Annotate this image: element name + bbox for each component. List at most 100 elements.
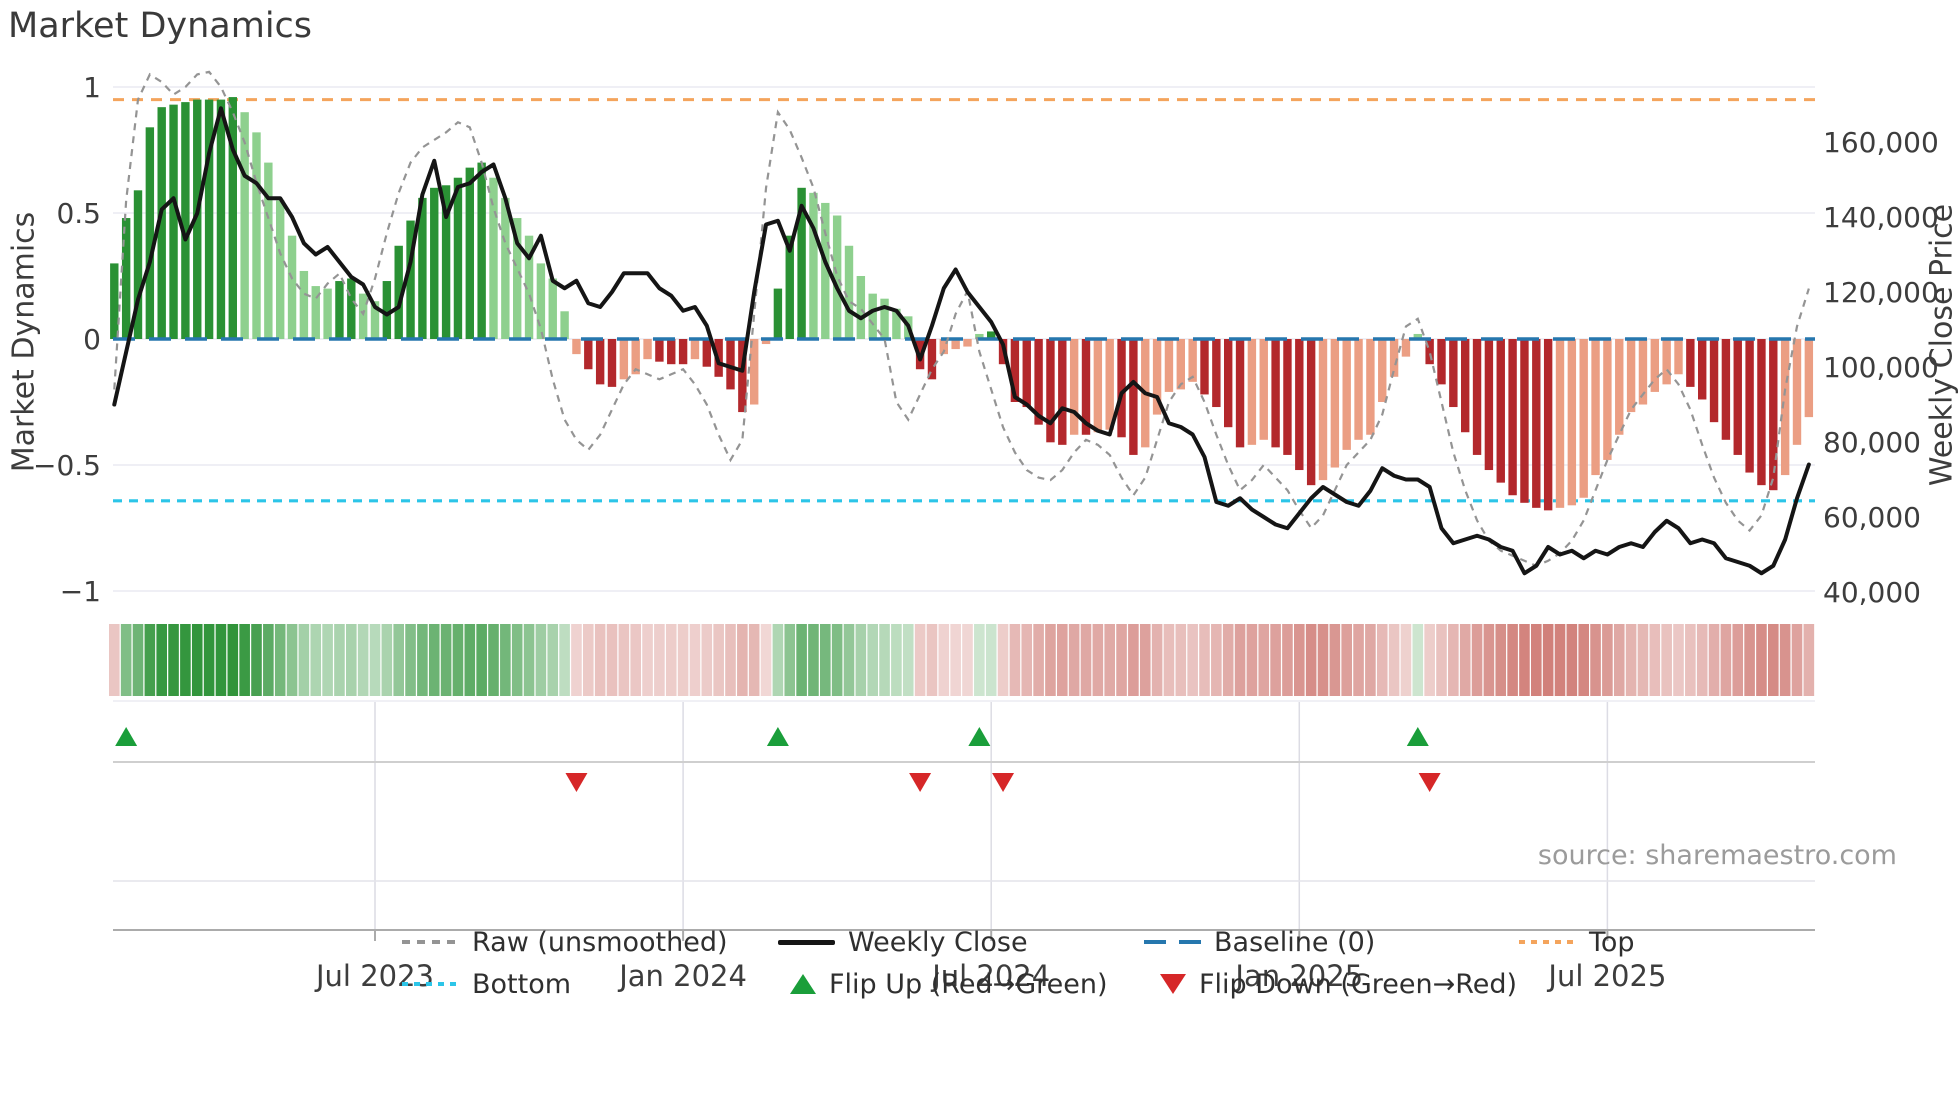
oscillator-bar	[1603, 339, 1612, 460]
heatmap-cell	[1139, 624, 1151, 696]
oscillator-bar	[607, 339, 617, 387]
oscillator-bar	[1650, 339, 1659, 392]
heatmap-cell	[689, 624, 701, 696]
oscillator-bar	[1366, 339, 1375, 435]
heatmap-cell	[1566, 624, 1578, 696]
heatmap-cell	[1270, 624, 1281, 696]
heatmap-cell	[820, 624, 831, 696]
heatmap-cell	[618, 624, 630, 696]
heatmap-cell	[1436, 624, 1447, 696]
heatmap-cell	[405, 624, 416, 696]
left-axis-tick-label: 1	[83, 71, 101, 104]
flip-down-marker	[909, 773, 932, 792]
right-axis-tick-label: 80,000	[1823, 426, 1921, 459]
heatmap-cell	[1104, 624, 1115, 696]
oscillator-bar	[761, 339, 771, 345]
oscillator-bar	[821, 202, 830, 339]
heatmap-cell	[1768, 624, 1779, 696]
heatmap-cell	[737, 624, 748, 696]
heatmap-cell	[109, 624, 120, 696]
heatmap-cell	[144, 624, 156, 696]
heatmap-cell	[357, 624, 369, 696]
legend-label: Flip Down (Green→Red)	[1199, 968, 1518, 1000]
right-axis-tick-label: 160,000	[1823, 126, 1939, 159]
oscillator-bar	[1010, 339, 1020, 402]
heatmap-cell	[500, 624, 511, 696]
heatmap-cell	[180, 624, 191, 696]
legend-label: Baseline (0)	[1214, 926, 1376, 958]
heatmap-cell	[1625, 624, 1637, 696]
oscillator-bar	[287, 235, 297, 339]
heatmap-cell	[464, 624, 476, 696]
oscillator-bar	[1058, 339, 1067, 445]
oscillator-bar	[750, 339, 759, 405]
left-axis-tick-label: 0	[83, 323, 101, 356]
oscillator-bar	[228, 97, 237, 339]
oscillator-bar	[1188, 339, 1197, 382]
x-axis-tick-label: Jan 2024	[617, 959, 747, 993]
oscillator-bar	[1034, 339, 1043, 425]
heatmap-cell	[1211, 624, 1222, 696]
heatmap-cell	[156, 624, 167, 696]
bottom-dotted-line-icon	[402, 982, 459, 986]
heatmap-cell	[642, 624, 653, 696]
oscillator-bar	[1780, 339, 1790, 476]
oscillator-bar	[939, 339, 948, 355]
oscillator-bar	[1615, 339, 1624, 435]
baseline-dashed-line-icon	[1144, 940, 1201, 944]
heatmap-cell	[274, 624, 286, 696]
heatmap-cell	[1294, 624, 1305, 696]
right-axis-tick-label: 100,000	[1823, 351, 1939, 384]
heatmap-cell	[227, 624, 239, 696]
oscillator-bar	[880, 298, 889, 339]
heatmap-cell	[1412, 624, 1424, 696]
oscillator-bar	[181, 102, 190, 340]
oscillator-bar	[252, 132, 261, 339]
heatmap-cell	[1791, 624, 1803, 696]
oscillator-bar	[169, 104, 178, 339]
heatmap-cell	[1649, 624, 1661, 696]
heatmap-cell	[962, 624, 973, 696]
legend-label: Raw (unsmoothed)	[472, 926, 728, 958]
oscillator-bar	[655, 339, 664, 362]
heatmap-cell	[1471, 624, 1483, 696]
heatmap-cell	[452, 624, 464, 696]
oscillator-bar	[1591, 339, 1600, 476]
oscillator-bar	[1461, 339, 1470, 433]
heatmap-cell	[630, 624, 641, 696]
flip-down-marker	[565, 773, 588, 792]
heatmap-cell	[654, 624, 665, 696]
heatmap-cell	[1685, 624, 1696, 696]
oscillator-bar	[240, 112, 249, 339]
oscillator-bar	[856, 276, 866, 339]
heatmap-cell	[902, 624, 914, 696]
oscillator-bar	[987, 331, 996, 339]
heatmap-cell	[760, 624, 772, 696]
oscillator-bar	[1389, 339, 1399, 377]
heatmap-cell	[191, 624, 203, 696]
x-axis-tick-label: Jul 2025	[1546, 959, 1666, 993]
oscillator-bar	[1413, 333, 1422, 339]
oscillator-bar	[868, 293, 877, 339]
oscillator-bar	[513, 218, 522, 339]
heatmap-cell	[926, 624, 938, 696]
oscillator-bar	[1022, 339, 1031, 408]
heatmap-cell	[997, 624, 1009, 696]
oscillator-bar	[145, 127, 155, 339]
oscillator-bar	[1638, 339, 1648, 405]
heatmap-cell	[1376, 624, 1388, 696]
heatmap-cell	[891, 624, 902, 696]
flip-down-marker	[1418, 773, 1441, 792]
oscillator-bar	[726, 339, 735, 390]
oscillator-bar	[1330, 339, 1340, 468]
oscillator-bar	[1164, 339, 1174, 392]
heatmap-cell	[346, 624, 357, 696]
oscillator-bar	[1437, 339, 1446, 385]
heatmap-cell	[1495, 624, 1507, 696]
heatmap-cell	[843, 624, 855, 696]
heatmap-cell	[547, 624, 559, 696]
heatmap-cell	[1045, 624, 1056, 696]
oscillator-bar	[1769, 339, 1778, 491]
heatmap-cell	[985, 624, 997, 696]
